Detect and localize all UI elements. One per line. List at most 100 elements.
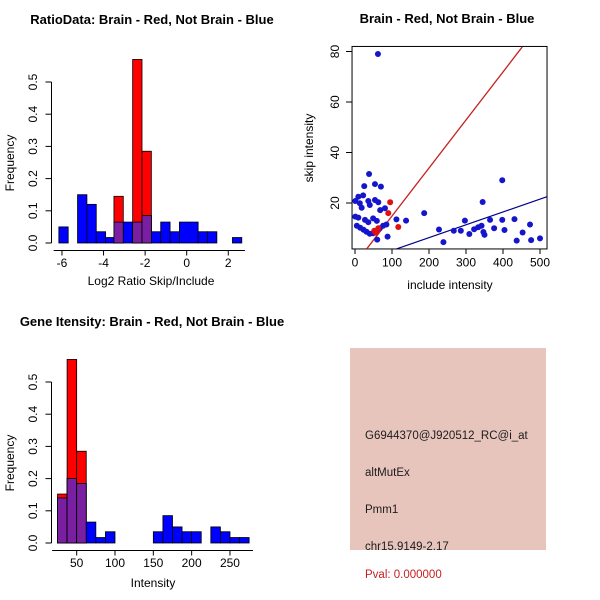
x-axis-label: Log2 Ratio Skip/Include	[88, 274, 215, 288]
gene-histogram-panel: Gene Itensity: Brain - Red, Not Brain - …	[0, 300, 300, 600]
x-tick-label: 200	[182, 556, 202, 570]
x-tick-label: 0	[183, 256, 190, 270]
hist-bar-blue	[232, 237, 243, 244]
x-tick-label: 50	[70, 556, 84, 570]
y-tick-label: 40	[328, 146, 342, 160]
y-tick-label: 20	[328, 196, 342, 210]
hist-bar-blue	[95, 231, 107, 244]
y-axis-label: skip intensity	[302, 114, 316, 183]
scatter-point-blue	[478, 222, 485, 229]
scatter-point-blue	[466, 231, 473, 238]
hist-bar-blue	[229, 537, 240, 544]
x-axis-label: Intensity	[131, 576, 176, 590]
hist-bar-overlap	[132, 221, 143, 244]
scatter-point-blue	[355, 193, 362, 200]
hist-bar-blue	[150, 231, 162, 244]
hist-bar-blue	[77, 194, 88, 244]
locus-text: chr15.9149-2.17	[365, 541, 449, 553]
hist-bar-blue	[169, 231, 180, 244]
scatter-point-blue	[381, 205, 388, 212]
scatter-point-blue	[481, 231, 488, 238]
y-tick-label: 0.5	[26, 73, 40, 90]
hist-bar-red	[132, 59, 143, 244]
notbrain-fit-line	[396, 196, 548, 250]
scatter-point-blue	[528, 237, 535, 244]
scatter-point-blue	[421, 210, 428, 217]
x-tick-label: 250	[220, 556, 240, 570]
plot-box	[351, 45, 548, 250]
scatter-point-blue	[377, 183, 384, 190]
scatter-point-blue	[373, 217, 380, 224]
scatter-point-blue	[519, 229, 526, 236]
hist-bar-blue	[85, 521, 97, 544]
scatter-point-blue	[511, 216, 518, 223]
scatter-point-blue	[499, 177, 506, 184]
y-tick-label: 0.1	[26, 502, 40, 519]
scatter-point-blue	[513, 237, 520, 244]
probe-id-text: G6944370@J920512_RC@i_at	[365, 430, 528, 442]
scatter-point-blue	[450, 227, 457, 234]
scatter-point-blue	[457, 227, 464, 234]
scatter-point-blue	[366, 202, 373, 209]
scatter-point-blue	[527, 221, 534, 228]
scatter-point-blue	[479, 198, 486, 205]
x-tick-label: 0	[352, 255, 359, 269]
x-tick-label: 2	[225, 256, 232, 270]
scatter-plot-svg: Brain - Red, Not Brain - Blue include in…	[302, 11, 550, 292]
hist-bar-blue	[181, 531, 193, 544]
scatter-point-blue	[487, 216, 494, 223]
scatter-point-blue	[537, 235, 543, 242]
scatter-point-blue	[440, 239, 447, 246]
x-tick-label: 300	[456, 255, 476, 269]
y-tick-label: 0.4	[26, 406, 40, 423]
x-tick-label: 150	[143, 556, 163, 570]
y-tick-label: 0.0	[26, 234, 40, 251]
y-tick-label: 0.1	[26, 202, 40, 219]
scatter-point-blue	[461, 217, 468, 224]
pval-text: Pval: 0.000000	[365, 569, 442, 581]
hist-bar-blue	[172, 526, 183, 544]
scatter-point-blue	[384, 233, 391, 240]
x-tick-label: 100	[382, 255, 402, 269]
scatter-point-blue	[491, 225, 498, 232]
hist-bar-blue	[86, 203, 97, 244]
hist-bar-blue	[95, 537, 106, 544]
hist-bar-blue	[197, 231, 208, 244]
hist-bar-blue	[152, 531, 164, 544]
x-tick-label: 500	[530, 255, 550, 269]
hist-bar-blue	[105, 237, 115, 244]
scatter-point-blue	[352, 197, 359, 204]
y-tick-label: 80	[328, 45, 342, 59]
y-tick-label: 60	[328, 95, 342, 109]
plot-title: Brain - Red, Not Brain - Blue	[360, 11, 535, 26]
event-type-text: altMutEx	[365, 467, 410, 479]
y-tick-label: 0.5	[26, 373, 40, 390]
ratio-histogram-svg: RatioData: Brain - Red, Not Brain - Blue…	[3, 12, 274, 288]
hist-bar-blue	[191, 531, 202, 544]
scatter-point-red	[385, 210, 392, 217]
scatter-point-blue	[366, 170, 373, 177]
hist-bar-blue	[239, 537, 250, 544]
x-tick-label: 400	[493, 255, 513, 269]
scatter-point-blue	[358, 204, 365, 211]
scatter-point-blue	[377, 207, 384, 214]
hist-bar-overlap	[76, 483, 87, 544]
scatter-point-blue	[374, 51, 381, 58]
hist-bar-blue	[162, 515, 173, 544]
hist-bar-blue	[122, 221, 134, 244]
scatter-point-blue	[435, 226, 442, 233]
scatter-point-blue	[356, 200, 363, 207]
scatter-point-blue	[499, 216, 506, 223]
gene-name-text: Pmm1	[365, 504, 399, 516]
scatter-point-red	[395, 223, 402, 230]
scatter-point-blue	[375, 199, 382, 206]
x-tick-label: -4	[98, 256, 109, 270]
hist-bar-blue	[105, 531, 116, 544]
hist-bar-blue	[58, 226, 69, 244]
x-tick-label: -6	[57, 256, 68, 270]
scatter-point-blue	[393, 216, 400, 223]
scatter-point-red	[375, 225, 382, 232]
hist-bar-overlap	[113, 221, 124, 244]
scatter-point-red	[373, 229, 380, 236]
